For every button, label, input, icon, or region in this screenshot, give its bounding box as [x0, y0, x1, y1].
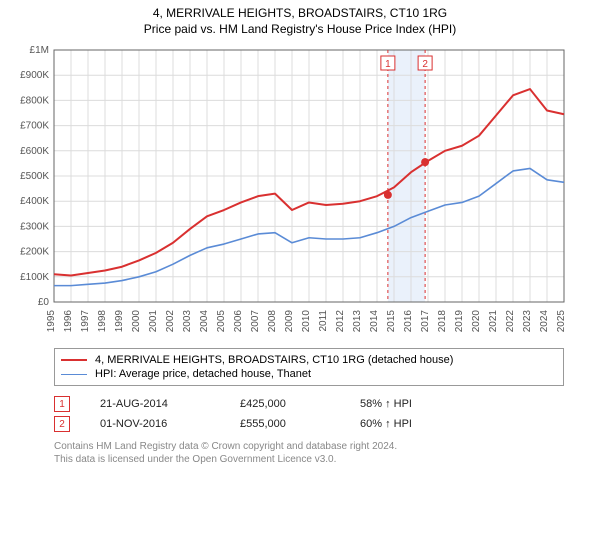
- svg-text:2022: 2022: [505, 310, 516, 333]
- legend-item-property: 4, MERRIVALE HEIGHTS, BROADSTAIRS, CT10 …: [61, 353, 557, 367]
- svg-text:2000: 2000: [131, 310, 142, 333]
- svg-text:2007: 2007: [250, 310, 261, 333]
- svg-text:1996: 1996: [63, 310, 74, 333]
- marker-row-2: 2 01-NOV-2016 £555,000 60% ↑ HPI: [54, 414, 590, 434]
- svg-text:2015: 2015: [386, 310, 397, 333]
- svg-text:2004: 2004: [199, 310, 210, 333]
- svg-text:2023: 2023: [522, 310, 533, 333]
- marker-date-1: 21-AUG-2014: [100, 398, 210, 410]
- legend-item-hpi: HPI: Average price, detached house, Than…: [61, 367, 557, 381]
- svg-text:£200K: £200K: [20, 247, 49, 258]
- chart-title-block: 4, MERRIVALE HEIGHTS, BROADSTAIRS, CT10 …: [10, 6, 590, 36]
- svg-text:£700K: £700K: [20, 121, 49, 132]
- svg-text:2017: 2017: [420, 310, 431, 333]
- svg-text:2012: 2012: [335, 310, 346, 333]
- marker-pct-1: 58% ↑ HPI: [360, 398, 460, 410]
- footer-line2: This data is licensed under the Open Gov…: [54, 453, 590, 466]
- legend-swatch-property: [61, 359, 87, 361]
- price-chart: £0 £100K £200K £300K £400K £500K £600K £700K £80…: [10, 42, 570, 342]
- footer-attribution: Contains HM Land Registry data © Crown c…: [54, 440, 590, 466]
- svg-text:2: 2: [422, 59, 428, 70]
- marker-date-2: 01-NOV-2016: [100, 418, 210, 430]
- marker-table: 1 21-AUG-2014 £425,000 58% ↑ HPI 2 01-NO…: [54, 394, 590, 434]
- svg-text:£500K: £500K: [20, 171, 49, 182]
- marker-badge-2: 2: [54, 416, 70, 432]
- svg-text:2021: 2021: [488, 310, 499, 333]
- svg-text:£400K: £400K: [20, 196, 49, 207]
- svg-text:2019: 2019: [454, 310, 465, 333]
- svg-text:1999: 1999: [114, 310, 125, 333]
- svg-text:£900K: £900K: [20, 70, 49, 81]
- svg-text:1995: 1995: [46, 310, 57, 333]
- svg-text:£300K: £300K: [20, 221, 49, 232]
- marker-price-2: £555,000: [240, 418, 330, 430]
- svg-text:1: 1: [385, 59, 391, 70]
- title-subtitle: Price paid vs. HM Land Registry's House …: [10, 22, 590, 36]
- svg-text:2013: 2013: [352, 310, 363, 333]
- svg-text:£1M: £1M: [30, 45, 49, 56]
- svg-text:2005: 2005: [216, 310, 227, 333]
- svg-text:1997: 1997: [80, 310, 91, 333]
- svg-text:2025: 2025: [556, 310, 567, 333]
- svg-text:£600K: £600K: [20, 146, 49, 157]
- footer-line1: Contains HM Land Registry data © Crown c…: [54, 440, 590, 453]
- marker-badge-1: 1: [54, 396, 70, 412]
- svg-text:2003: 2003: [182, 310, 193, 333]
- svg-text:2024: 2024: [539, 310, 550, 333]
- svg-text:2010: 2010: [301, 310, 312, 333]
- svg-text:2011: 2011: [318, 310, 329, 332]
- chart-area: £0 £100K £200K £300K £400K £500K £600K £700K £80…: [10, 42, 590, 342]
- svg-text:£800K: £800K: [20, 95, 49, 106]
- marker-row-1: 1 21-AUG-2014 £425,000 58% ↑ HPI: [54, 394, 590, 414]
- svg-text:2020: 2020: [471, 310, 482, 333]
- legend-label-property: 4, MERRIVALE HEIGHTS, BROADSTAIRS, CT10 …: [95, 354, 453, 366]
- svg-text:2001: 2001: [148, 310, 159, 333]
- marker-price-1: £425,000: [240, 398, 330, 410]
- svg-text:2016: 2016: [403, 310, 414, 333]
- svg-text:2014: 2014: [369, 310, 380, 333]
- svg-text:2006: 2006: [233, 310, 244, 333]
- svg-text:£0: £0: [38, 297, 50, 308]
- legend: 4, MERRIVALE HEIGHTS, BROADSTAIRS, CT10 …: [54, 348, 564, 386]
- svg-text:1998: 1998: [97, 310, 108, 333]
- svg-text:2008: 2008: [267, 310, 278, 333]
- svg-text:2002: 2002: [165, 310, 176, 333]
- svg-text:2009: 2009: [284, 310, 295, 333]
- legend-swatch-hpi: [61, 374, 87, 375]
- svg-text:2018: 2018: [437, 310, 448, 333]
- marker-pct-2: 60% ↑ HPI: [360, 418, 460, 430]
- title-address: 4, MERRIVALE HEIGHTS, BROADSTAIRS, CT10 …: [10, 6, 590, 20]
- legend-label-hpi: HPI: Average price, detached house, Than…: [95, 368, 311, 380]
- svg-text:£100K: £100K: [20, 272, 49, 283]
